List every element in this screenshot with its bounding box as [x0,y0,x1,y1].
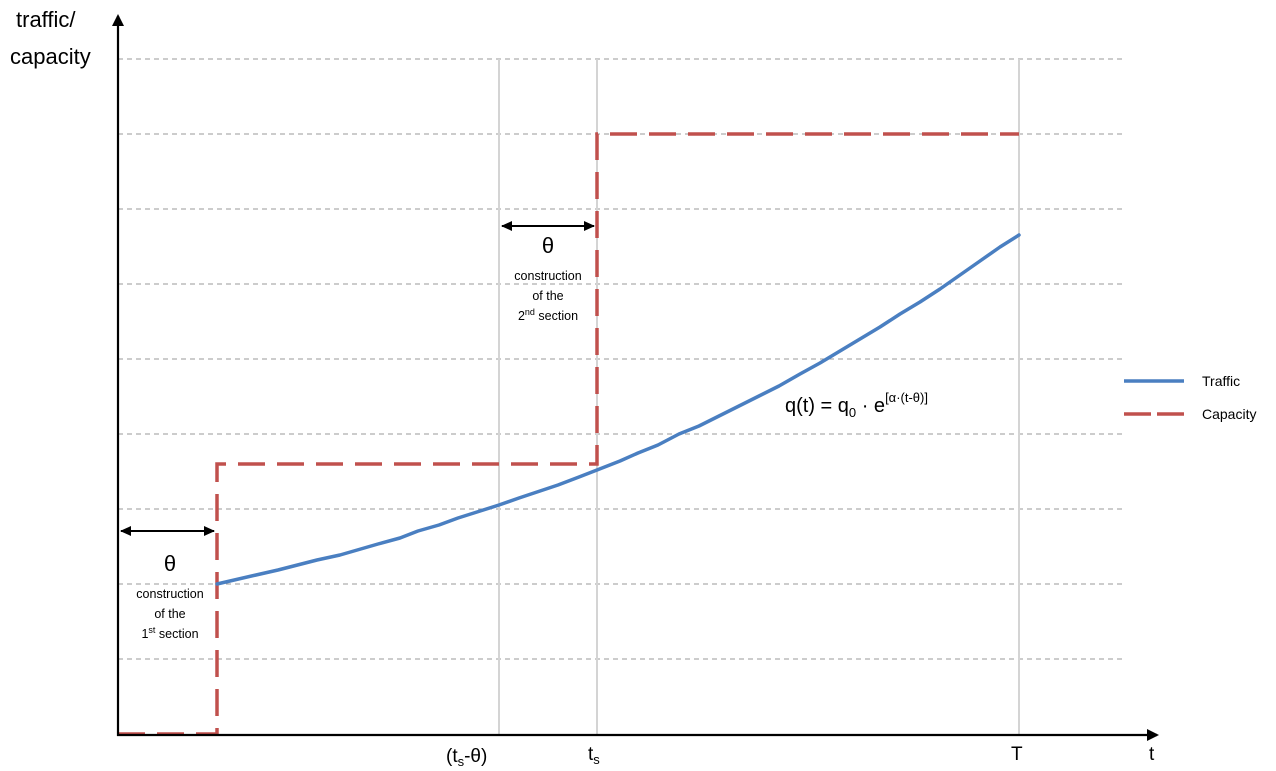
traffic-curve [215,233,1021,586]
first-theta-symbol: θ [164,551,176,576]
second-theta-symbol: θ [542,233,554,258]
traffic-formula: q(t) = q0 · e[α·(t-θ)] [785,390,928,420]
second-section-annotation: θ construction of the 2nd section [501,221,595,323]
tick-ts: ts [588,744,600,767]
tick-T: T [1011,744,1023,765]
y-axis-label-line2: capacity [10,44,91,69]
first-note-line3: 1st section [141,625,198,641]
first-note-line1: construction [136,587,203,601]
reference-lines [498,59,1020,735]
y-axis-label-line1: traffic/ [16,7,76,32]
first-section-annotation: θ construction of the 1st section [120,526,215,641]
second-note-line1: construction [514,269,581,283]
legend-traffic-label: Traffic [1202,373,1240,389]
legend: Traffic Capacity [1124,373,1256,422]
legend-capacity-label: Capacity [1202,406,1256,422]
first-note-line2: of the [154,607,185,621]
x-axis-label: t [1149,744,1155,765]
second-note-line2: of the [532,289,563,303]
gridlines [118,58,1122,660]
tick-ts-minus-theta: (ts-θ) [446,746,487,769]
second-note-line3: 2nd section [518,307,578,323]
